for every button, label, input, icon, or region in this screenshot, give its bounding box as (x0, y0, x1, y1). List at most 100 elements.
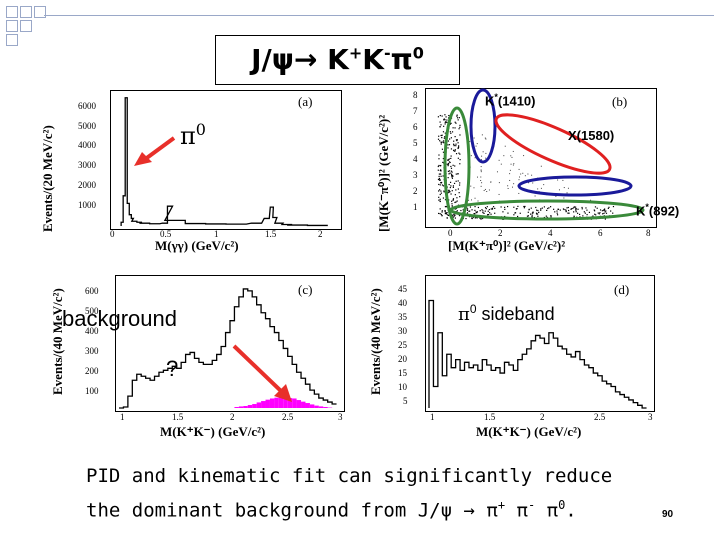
scatter-point (531, 214, 533, 216)
scatter-point (456, 197, 458, 199)
scatter-point (456, 114, 458, 116)
panel-a-ylabel: Events/(20 MeV/c²) (40, 125, 55, 232)
scatter-point (519, 176, 521, 178)
panel-b-ytick: 3 (413, 170, 418, 180)
scatter-point (454, 121, 456, 123)
scatter-point (523, 205, 525, 208)
scatter-point (517, 205, 519, 207)
scatter-point (451, 171, 453, 173)
scatter-point (440, 124, 442, 126)
scatter-point (445, 121, 447, 123)
scatter-point (504, 208, 506, 210)
scatter-point (447, 170, 450, 172)
panel-c-pink-bar (252, 404, 257, 408)
scatter-point (579, 216, 581, 218)
scatter-point (563, 208, 565, 211)
caption-line-2: the dominant background from J/ψ → π+ π-… (86, 491, 577, 525)
scatter-point (480, 169, 482, 171)
scatter-point (604, 211, 606, 213)
scatter-point (485, 208, 487, 210)
scatter-point (516, 207, 518, 210)
panel-c-pink-bar (247, 405, 253, 408)
scatter-point (456, 210, 458, 212)
scatter-point (445, 206, 447, 208)
panel-c-pink-bar (269, 398, 275, 408)
scatter-point (537, 209, 539, 212)
scatter-point (440, 141, 442, 144)
scatter-point (480, 171, 482, 173)
scatter-point (523, 207, 526, 209)
k892-mass: (892) (648, 203, 680, 219)
panel-d-ytick: 20 (398, 354, 407, 364)
scatter-point (449, 161, 451, 164)
panel-b-ytick: 7 (413, 106, 418, 116)
scatter-point (594, 206, 597, 208)
scatter-point (468, 210, 470, 212)
scatter-point (567, 206, 569, 209)
scatter-point (452, 164, 454, 166)
panel-a-xtick: 1.5 (265, 229, 277, 239)
scatter-point (509, 169, 511, 171)
panel-b-xlabel: [M(K⁺π⁰)]² (GeV/c²)² (448, 238, 566, 253)
scatter-point (446, 163, 448, 165)
scatter-point (450, 193, 452, 195)
scatter-point (612, 205, 615, 208)
scatter-point (455, 180, 457, 182)
panel-d-ytick: 40 (398, 298, 407, 308)
scatter-point (440, 175, 442, 177)
scatter-point (440, 182, 442, 184)
scatter-point (504, 145, 506, 147)
scatter-point (454, 217, 457, 219)
scatter-point (452, 143, 455, 145)
scatter-point (565, 211, 567, 213)
scatter-point (441, 214, 443, 217)
panel-c-pink-bar (261, 401, 266, 408)
scatter-point (443, 118, 445, 120)
scatter-point (454, 208, 456, 210)
scatter-point (469, 210, 471, 212)
panel-b-ytick: 6 (413, 122, 418, 132)
scatter-point (455, 173, 457, 175)
caption-text: the dominant background from J/ψ → π (86, 499, 498, 522)
scatter-point (439, 114, 441, 117)
k-star-superscript: * (494, 92, 498, 102)
panel-b-xtick: 6 (598, 228, 603, 238)
scatter-point (488, 209, 490, 211)
scatter-point (448, 161, 451, 163)
scatter-point (439, 184, 441, 186)
scatter-point (562, 208, 565, 210)
scatter-point (604, 218, 606, 220)
scatter-point (489, 212, 491, 214)
scatter-point (492, 206, 495, 208)
panel-b-ellipse-green-vertical (443, 106, 471, 226)
scatter-point (440, 190, 442, 192)
scatter-point (451, 215, 454, 217)
title-sup-zero: 0 (412, 43, 424, 63)
panel-b-k1410-annotation: K*(1410) (485, 92, 535, 108)
panel-c-pink-bar (314, 405, 319, 408)
scatter-point (473, 137, 475, 139)
scatter-point (443, 142, 445, 144)
panel-d-ytick: 35 (398, 312, 407, 322)
scatter-point (480, 176, 482, 178)
scatter-point (449, 186, 451, 189)
scatter-point (447, 214, 449, 216)
panel-a-xtick: 0.5 (160, 229, 172, 239)
scatter-point (438, 189, 441, 191)
panel-b-xtick: 2 (498, 228, 503, 238)
scatter-point (446, 121, 448, 124)
scatter-point (485, 138, 487, 140)
scatter-point (454, 136, 456, 138)
panel-c-xtick: 1 (120, 412, 125, 422)
scatter-point (511, 186, 513, 188)
scatter-point (454, 194, 456, 196)
scatter-point (483, 190, 485, 192)
scatter-point (513, 183, 515, 185)
scatter-point (457, 119, 459, 121)
panel-d-ytick: 15 (398, 368, 407, 378)
panel-c-ytick: 100 (85, 386, 99, 396)
scatter-point (474, 209, 476, 211)
scatter-point (458, 184, 461, 186)
scatter-point (594, 213, 596, 215)
scatter-point (443, 191, 445, 193)
